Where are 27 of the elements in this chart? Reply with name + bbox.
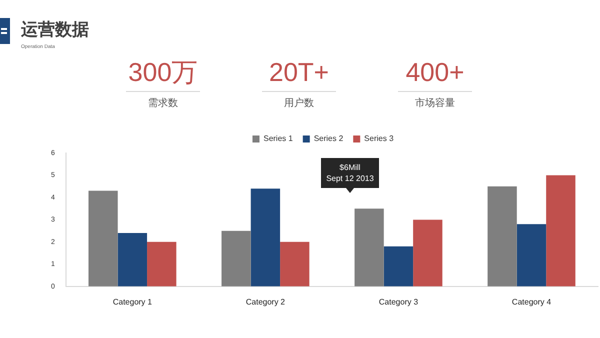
text: 市场容量	[414, 96, 456, 110]
bar	[384, 246, 414, 286]
bar	[250, 188, 280, 286]
text: 400+	[404, 56, 466, 88]
chart-title: 运营数据	[21, 19, 89, 41]
bar	[88, 190, 118, 286]
bar	[147, 242, 176, 286]
text: 用户数	[283, 96, 315, 110]
x-tick-label: Category 4	[512, 297, 552, 306]
bar	[516, 224, 546, 286]
bar	[222, 230, 251, 286]
legend-label: Series 2	[314, 134, 344, 144]
bar	[546, 175, 576, 286]
legend-label: Series 3	[364, 134, 394, 144]
bar	[413, 220, 442, 286]
x-tick-label: Category 3	[378, 297, 419, 306]
annotation: $6Mill Sept 12 2013	[321, 158, 379, 188]
bar	[280, 242, 310, 286]
text: 需求数	[147, 96, 179, 110]
x-tick-label: Category 1	[112, 297, 153, 306]
text: 300万	[127, 56, 199, 88]
legend-label: Series 1	[263, 134, 294, 144]
bar	[488, 186, 517, 286]
text: 20T+	[268, 56, 330, 88]
bar	[354, 208, 384, 286]
bar	[118, 233, 148, 286]
x-tick-label: Category 2	[246, 297, 286, 306]
